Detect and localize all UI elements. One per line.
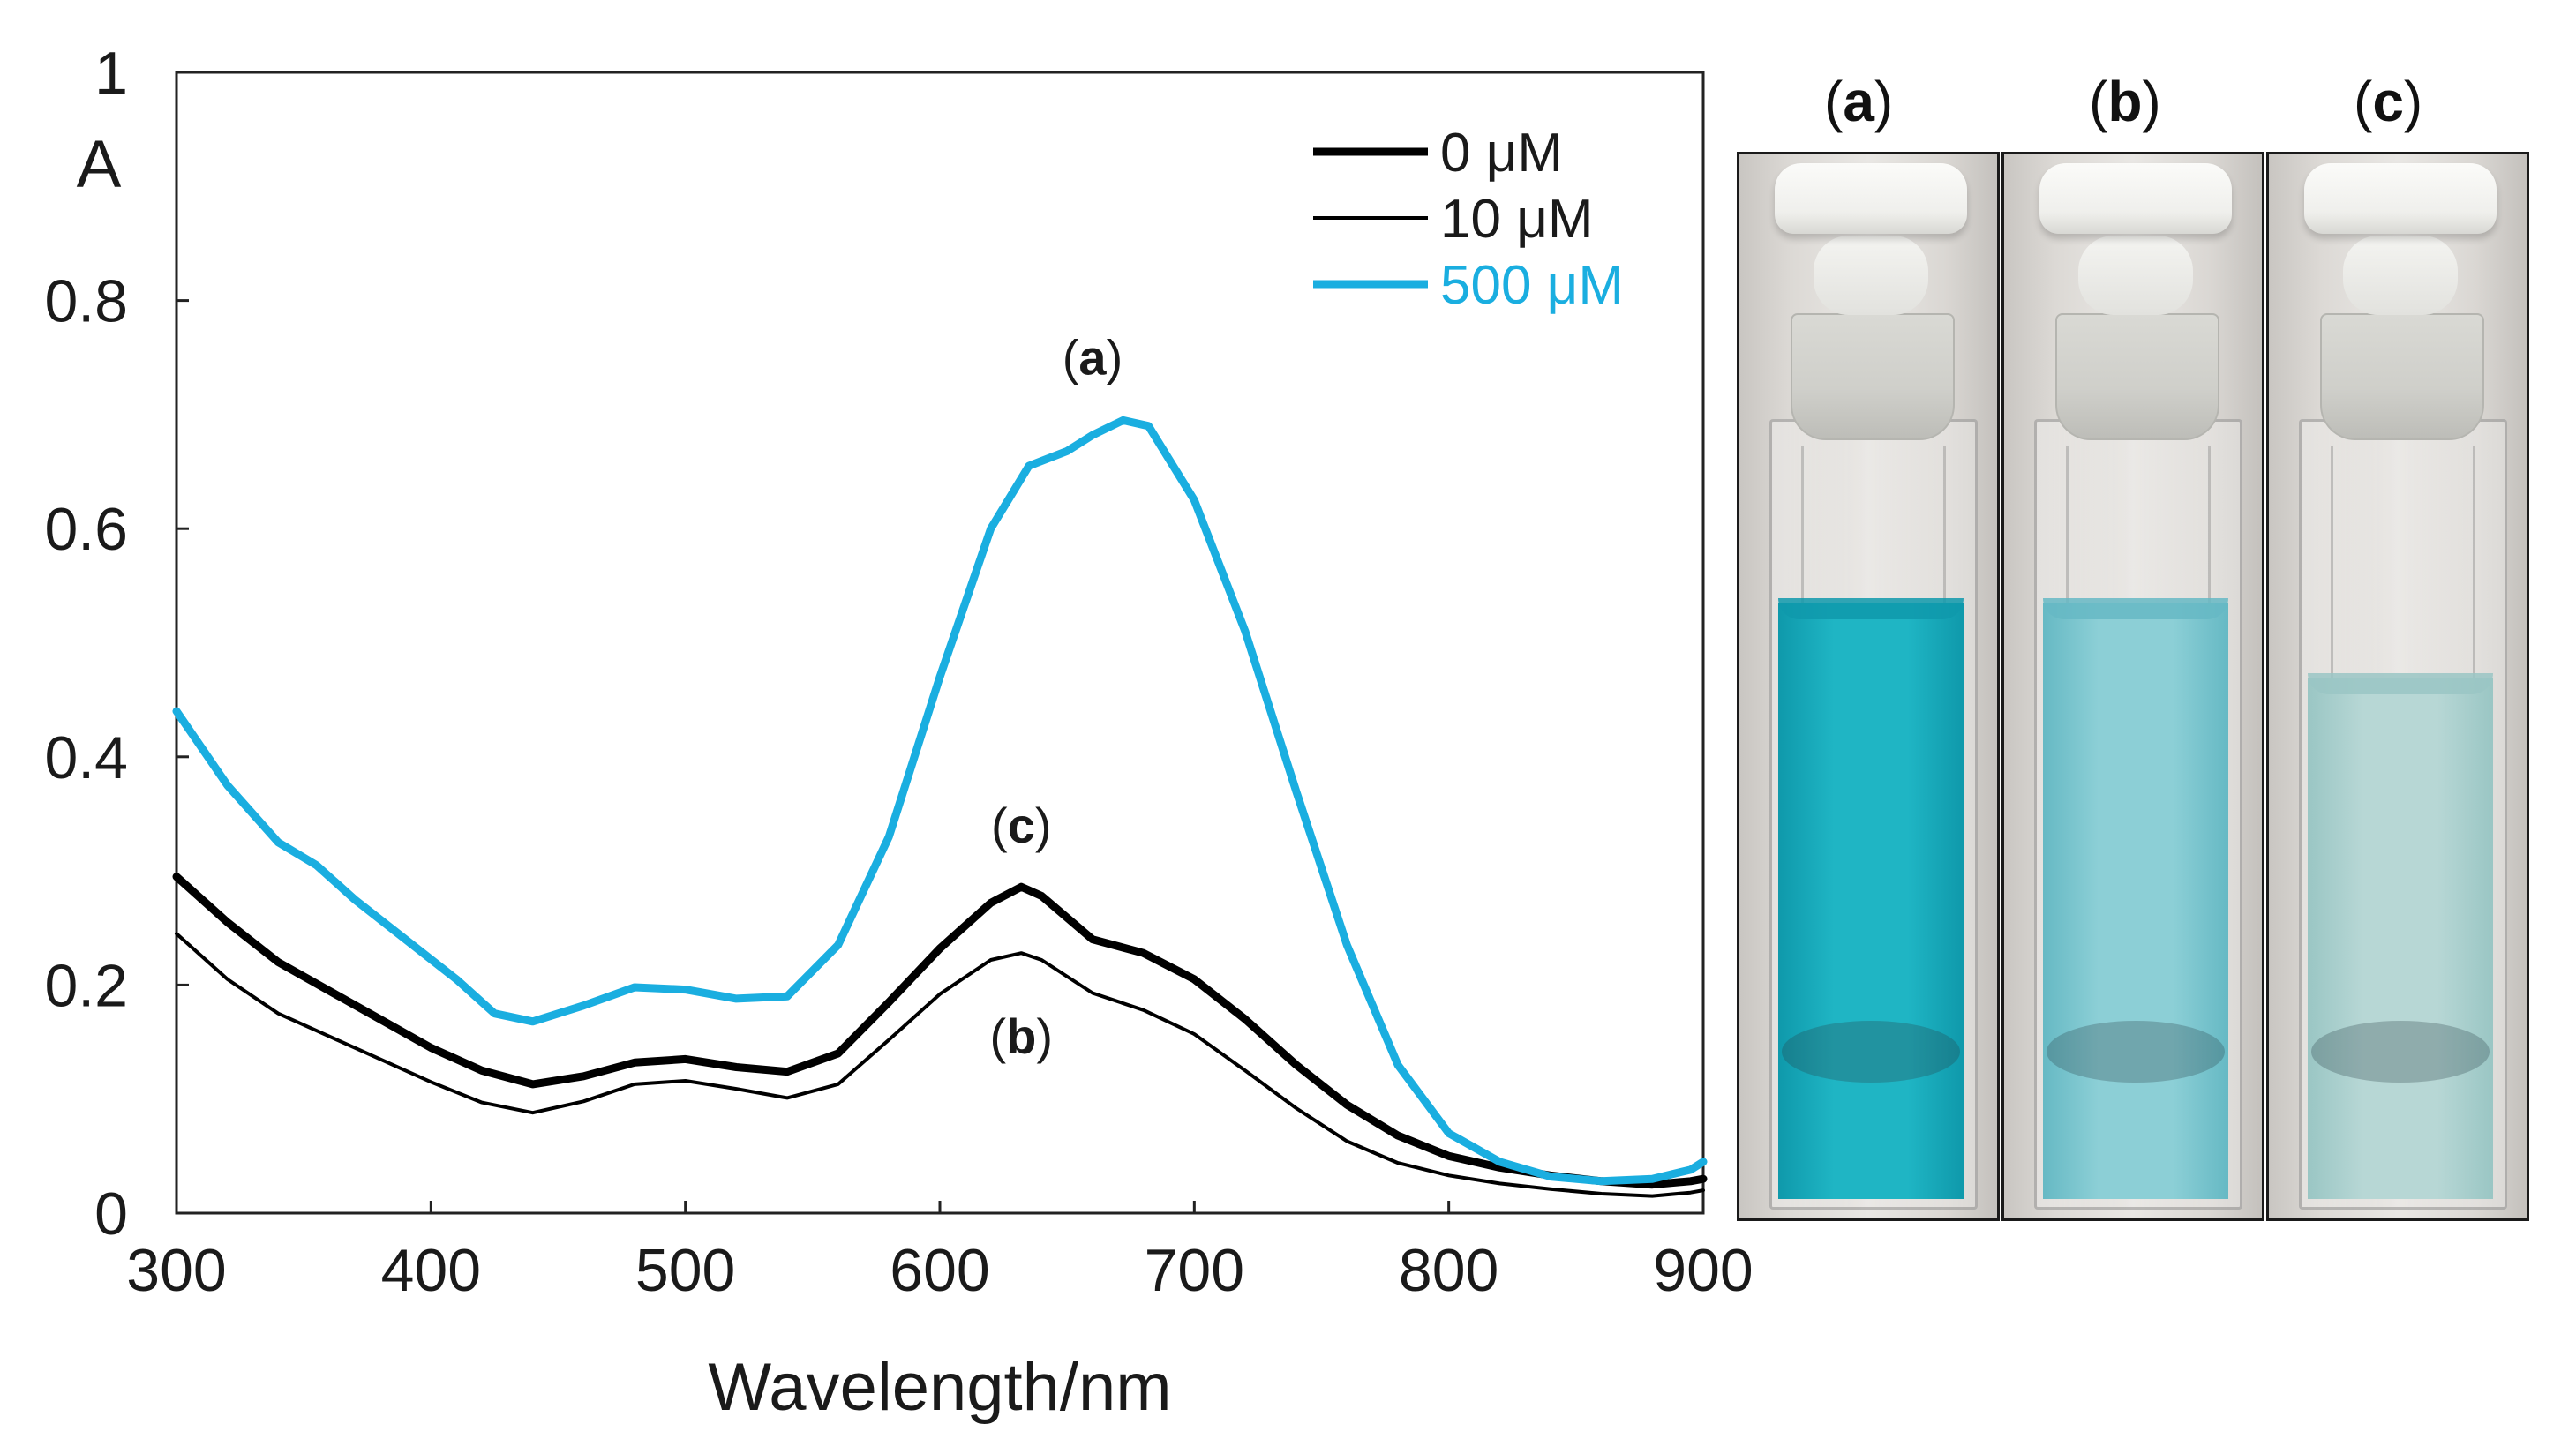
x-tick-label: 700 [1145,1237,1244,1304]
cuvette-photo [1737,152,2000,1221]
cuvette-floor-shadow [1782,1021,1960,1083]
x-tick-label: 400 [381,1237,481,1304]
liquid-meniscus [1778,598,1964,619]
y-tick-label: 0.6 [44,496,128,563]
x-tick-label: 500 [635,1237,735,1304]
x-tick-label: 800 [1399,1237,1498,1304]
y-tick-label: 0.8 [44,268,128,335]
y-axis-title: A [77,127,122,202]
cuvette-photo [2001,152,2264,1221]
cuvette-liquid [2308,678,2493,1199]
series-line [175,932,1705,1198]
cuvette-floor-shadow [2311,1021,2490,1083]
x-axis-title: Wavelength/nm [708,1350,1171,1425]
axis-ticks: 300 400 500 600 700 800 900 0 0.2 0.4 0.6 0.8 1 [44,40,1753,1304]
x-tick-label: 900 [1653,1237,1753,1304]
cuvette-cap [2039,163,2232,234]
photo-label: (b) [2089,70,2161,133]
curve-annotation: (a) [1063,330,1123,386]
cap-plug [2055,313,2219,440]
liquid-meniscus [2043,598,2228,619]
y-tick-label: 0.4 [44,724,128,791]
x-tick-label: 600 [890,1237,989,1304]
y-tick-label: 1 [94,40,128,107]
cap-neck [1814,236,1928,315]
photo-label: (c) [2354,70,2423,133]
y-tick-label: 0.2 [44,952,128,1019]
cap-neck [2078,236,2193,315]
cuvette-photo [2266,152,2529,1221]
curve-annotation: (b) [990,1008,1054,1064]
cuvette-cap [1775,163,1967,234]
liquid-meniscus [2308,673,2493,694]
x-tick-label: 300 [126,1237,226,1304]
y-tick-label: 0 [94,1180,128,1248]
legend-label: 10 μM [1440,189,1594,250]
legend-label: 0 μM [1440,123,1563,184]
cap-plug [1791,313,1955,440]
cuvette-liquid [2043,603,2228,1199]
cuvette-cap [2304,163,2497,234]
series-line [172,416,1708,1186]
series-line [172,873,1708,1189]
cap-neck [2343,236,2458,315]
cuvette-liquid [1778,603,1964,1199]
legend-label: 500 μM [1440,255,1624,316]
curve-annotations: (a) (c) (b) [990,330,1123,1064]
cap-plug [2320,313,2484,440]
photo-label: (a) [1824,70,1894,133]
cuvette-floor-shadow [2047,1021,2225,1083]
series-layer [172,416,1708,1198]
curve-annotation: (c) [991,798,1051,853]
